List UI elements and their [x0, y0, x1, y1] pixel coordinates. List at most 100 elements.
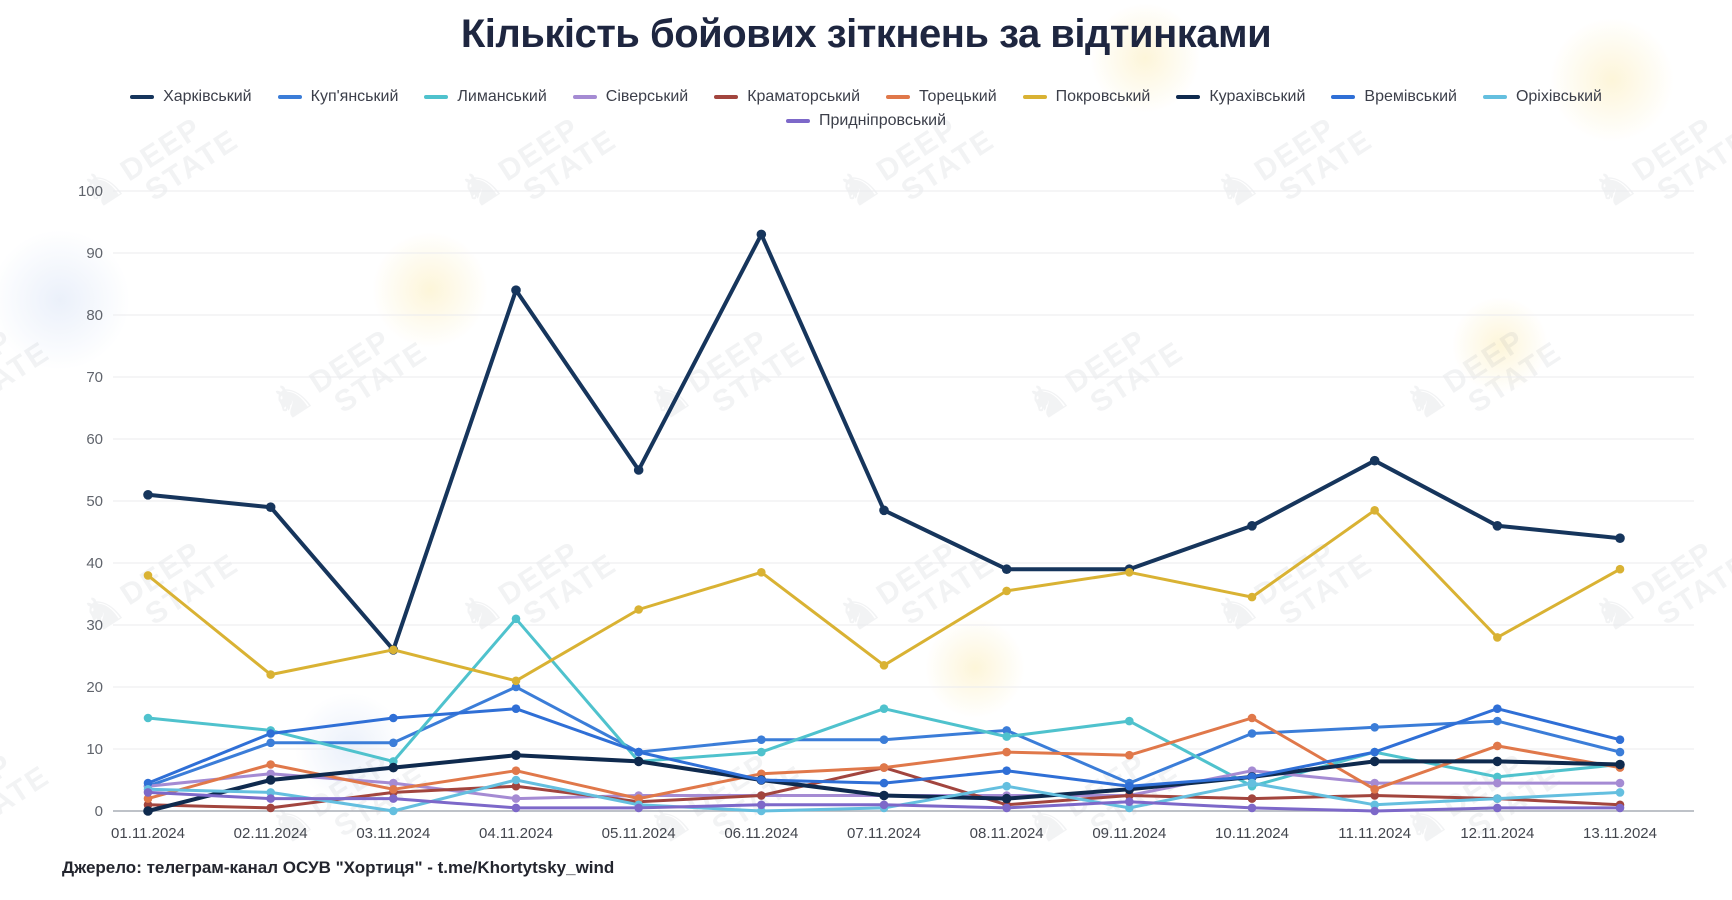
- data-point-kharkivskyi-10.11.2024[interactable]: [1247, 521, 1257, 531]
- data-point-kharkivskyi-01.11.2024[interactable]: [143, 490, 153, 500]
- data-point-vremivskyi-04.11.2024[interactable]: [511, 704, 521, 713]
- data-point-toretskyi-03.11.2024[interactable]: [389, 785, 398, 794]
- data-point-kupyanskyi-07.11.2024[interactable]: [879, 735, 889, 744]
- data-point-toretskyi-10.11.2024[interactable]: [1247, 713, 1257, 723]
- data-point-toretskyi-07.11.2024[interactable]: [879, 763, 889, 772]
- data-point-kharkivskyi-08.11.2024[interactable]: [1001, 564, 1012, 574]
- data-point-kharkivskyi-11.11.2024[interactable]: [1369, 455, 1380, 466]
- data-point-kharkivskyi-04.11.2024[interactable]: [511, 285, 521, 296]
- data-point-pokrovskyi-05.11.2024[interactable]: [634, 605, 643, 614]
- data-point-vremivskyi-07.11.2024[interactable]: [879, 778, 889, 788]
- data-point-kramatorskyi-02.11.2024[interactable]: [266, 803, 275, 813]
- data-point-pokrovskyi-07.11.2024[interactable]: [879, 661, 889, 670]
- data-point-pokrovskyi-12.11.2024[interactable]: [1493, 633, 1502, 642]
- data-point-kurakhivskyi-12.11.2024[interactable]: [1492, 756, 1503, 767]
- data-point-prydniprovskyi-05.11.2024[interactable]: [634, 803, 643, 813]
- legend-item-kharkivskyi[interactable]: Харківський: [130, 88, 252, 106]
- data-point-toretskyi-09.11.2024[interactable]: [1125, 750, 1134, 760]
- data-point-kupyanskyi-11.11.2024[interactable]: [1370, 723, 1379, 732]
- data-point-vremivskyi-10.11.2024[interactable]: [1247, 772, 1257, 782]
- data-point-pokrovskyi-04.11.2024[interactable]: [511, 676, 521, 686]
- data-point-orikhivskyi-03.11.2024[interactable]: [389, 806, 398, 816]
- data-point-pokrovskyi-13.11.2024[interactable]: [1615, 564, 1625, 574]
- data-point-orikhivskyi-13.11.2024[interactable]: [1615, 788, 1625, 797]
- data-point-kupyanskyi-10.11.2024[interactable]: [1247, 729, 1257, 738]
- legend-item-pokrovskyi[interactable]: Покровський: [1022, 88, 1150, 106]
- data-point-kupyanskyi-04.11.2024[interactable]: [511, 682, 521, 692]
- data-point-kharkivskyi-07.11.2024[interactable]: [879, 505, 889, 516]
- data-point-kramatorskyi-10.11.2024[interactable]: [1247, 794, 1257, 803]
- data-point-vremivskyi-12.11.2024[interactable]: [1493, 704, 1502, 713]
- legend-item-orikhivskyi[interactable]: Оріхівський: [1482, 88, 1602, 106]
- data-point-pokrovskyi-06.11.2024[interactable]: [757, 568, 766, 577]
- data-point-siverskyi-03.11.2024[interactable]: [389, 778, 398, 788]
- data-point-kharkivskyi-06.11.2024[interactable]: [756, 229, 767, 240]
- data-point-kupyanskyi-12.11.2024[interactable]: [1493, 716, 1502, 726]
- data-point-kramatorskyi-11.11.2024[interactable]: [1370, 791, 1379, 800]
- data-point-kurakhivskyi-05.11.2024[interactable]: [633, 756, 644, 767]
- legend-item-lymanskyi[interactable]: Лиманський: [424, 88, 547, 106]
- data-point-prydniprovskyi-03.11.2024[interactable]: [389, 794, 398, 803]
- data-point-kurakhivskyi-04.11.2024[interactable]: [511, 750, 521, 760]
- data-point-prydniprovskyi-13.11.2024[interactable]: [1615, 803, 1625, 813]
- data-point-prydniprovskyi-08.11.2024[interactable]: [1002, 803, 1011, 813]
- data-point-vremivskyi-08.11.2024[interactable]: [1002, 766, 1011, 775]
- data-point-toretskyi-01.11.2024[interactable]: [143, 794, 153, 803]
- data-point-kupyanskyi-02.11.2024[interactable]: [266, 738, 275, 748]
- legend-item-toretskyi[interactable]: Торецький: [886, 88, 997, 106]
- data-point-orikhivskyi-09.11.2024[interactable]: [1125, 803, 1134, 813]
- data-point-orikhivskyi-10.11.2024[interactable]: [1247, 778, 1257, 788]
- data-point-vremivskyi-11.11.2024[interactable]: [1370, 747, 1379, 757]
- data-point-kupyanskyi-03.11.2024[interactable]: [389, 738, 398, 748]
- data-point-lymanskyi-06.11.2024[interactable]: [757, 747, 766, 757]
- data-point-kupyanskyi-08.11.2024[interactable]: [1002, 726, 1011, 735]
- data-point-pokrovskyi-11.11.2024[interactable]: [1370, 506, 1379, 515]
- data-point-toretskyi-02.11.2024[interactable]: [266, 760, 275, 769]
- legend-item-kramatorskyi[interactable]: Краматорський: [714, 88, 860, 106]
- data-point-toretskyi-12.11.2024[interactable]: [1493, 741, 1502, 751]
- data-point-vremivskyi-05.11.2024[interactable]: [634, 747, 643, 757]
- data-point-prydniprovskyi-09.11.2024[interactable]: [1125, 797, 1134, 806]
- data-point-prydniprovskyi-07.11.2024[interactable]: [879, 800, 889, 810]
- data-point-prydniprovskyi-12.11.2024[interactable]: [1493, 803, 1502, 813]
- data-point-vremivskyi-02.11.2024[interactable]: [266, 729, 275, 738]
- data-point-kramatorskyi-04.11.2024[interactable]: [511, 781, 521, 791]
- data-point-kurakhivskyi-13.11.2024[interactable]: [1615, 759, 1625, 770]
- data-point-prydniprovskyi-02.11.2024[interactable]: [266, 794, 275, 803]
- data-point-pokrovskyi-03.11.2024[interactable]: [389, 645, 398, 655]
- data-point-pokrovskyi-09.11.2024[interactable]: [1125, 568, 1134, 577]
- data-point-kharkivskyi-02.11.2024[interactable]: [265, 502, 276, 512]
- data-point-siverskyi-13.11.2024[interactable]: [1615, 778, 1625, 788]
- data-point-prydniprovskyi-10.11.2024[interactable]: [1247, 803, 1257, 813]
- data-point-lymanskyi-09.11.2024[interactable]: [1125, 716, 1134, 726]
- legend-item-prydniprovskyi[interactable]: Придніпровський: [785, 112, 946, 130]
- data-point-orikhivskyi-02.11.2024[interactable]: [266, 788, 275, 797]
- data-point-vremivskyi-13.11.2024[interactable]: [1615, 735, 1625, 744]
- data-point-kharkivskyi-13.11.2024[interactable]: [1615, 533, 1625, 543]
- data-point-toretskyi-08.11.2024[interactable]: [1002, 747, 1011, 757]
- data-point-kurakhivskyi-08.11.2024[interactable]: [1001, 793, 1012, 804]
- data-point-kharkivskyi-05.11.2024[interactable]: [633, 465, 644, 475]
- data-point-prydniprovskyi-01.11.2024[interactable]: [143, 788, 153, 797]
- data-point-toretskyi-04.11.2024[interactable]: [511, 766, 521, 775]
- data-point-orikhivskyi-12.11.2024[interactable]: [1493, 794, 1502, 803]
- data-point-kharkivskyi-12.11.2024[interactable]: [1492, 521, 1503, 531]
- data-point-kramatorskyi-06.11.2024[interactable]: [757, 791, 766, 800]
- data-point-lymanskyi-07.11.2024[interactable]: [879, 704, 889, 713]
- data-point-kupyanskyi-06.11.2024[interactable]: [757, 735, 766, 744]
- data-point-kurakhivskyi-01.11.2024[interactable]: [143, 806, 153, 816]
- data-point-toretskyi-11.11.2024[interactable]: [1370, 785, 1379, 794]
- legend-item-vremivskyi[interactable]: Времівський: [1331, 88, 1457, 106]
- data-point-toretskyi-05.11.2024[interactable]: [634, 794, 643, 803]
- data-point-vremivskyi-01.11.2024[interactable]: [143, 778, 153, 788]
- data-point-siverskyi-04.11.2024[interactable]: [511, 794, 521, 803]
- data-point-kurakhivskyi-03.11.2024[interactable]: [388, 762, 399, 773]
- data-point-vremivskyi-09.11.2024[interactable]: [1125, 781, 1134, 791]
- data-point-siverskyi-11.11.2024[interactable]: [1370, 778, 1379, 788]
- data-point-pokrovskyi-08.11.2024[interactable]: [1002, 586, 1011, 596]
- legend-item-siverskyi[interactable]: Сіверський: [572, 88, 688, 106]
- data-point-orikhivskyi-11.11.2024[interactable]: [1370, 800, 1379, 810]
- data-point-vremivskyi-03.11.2024[interactable]: [389, 713, 398, 723]
- data-point-prydniprovskyi-11.11.2024[interactable]: [1370, 806, 1379, 816]
- data-point-orikhivskyi-08.11.2024[interactable]: [1002, 781, 1011, 791]
